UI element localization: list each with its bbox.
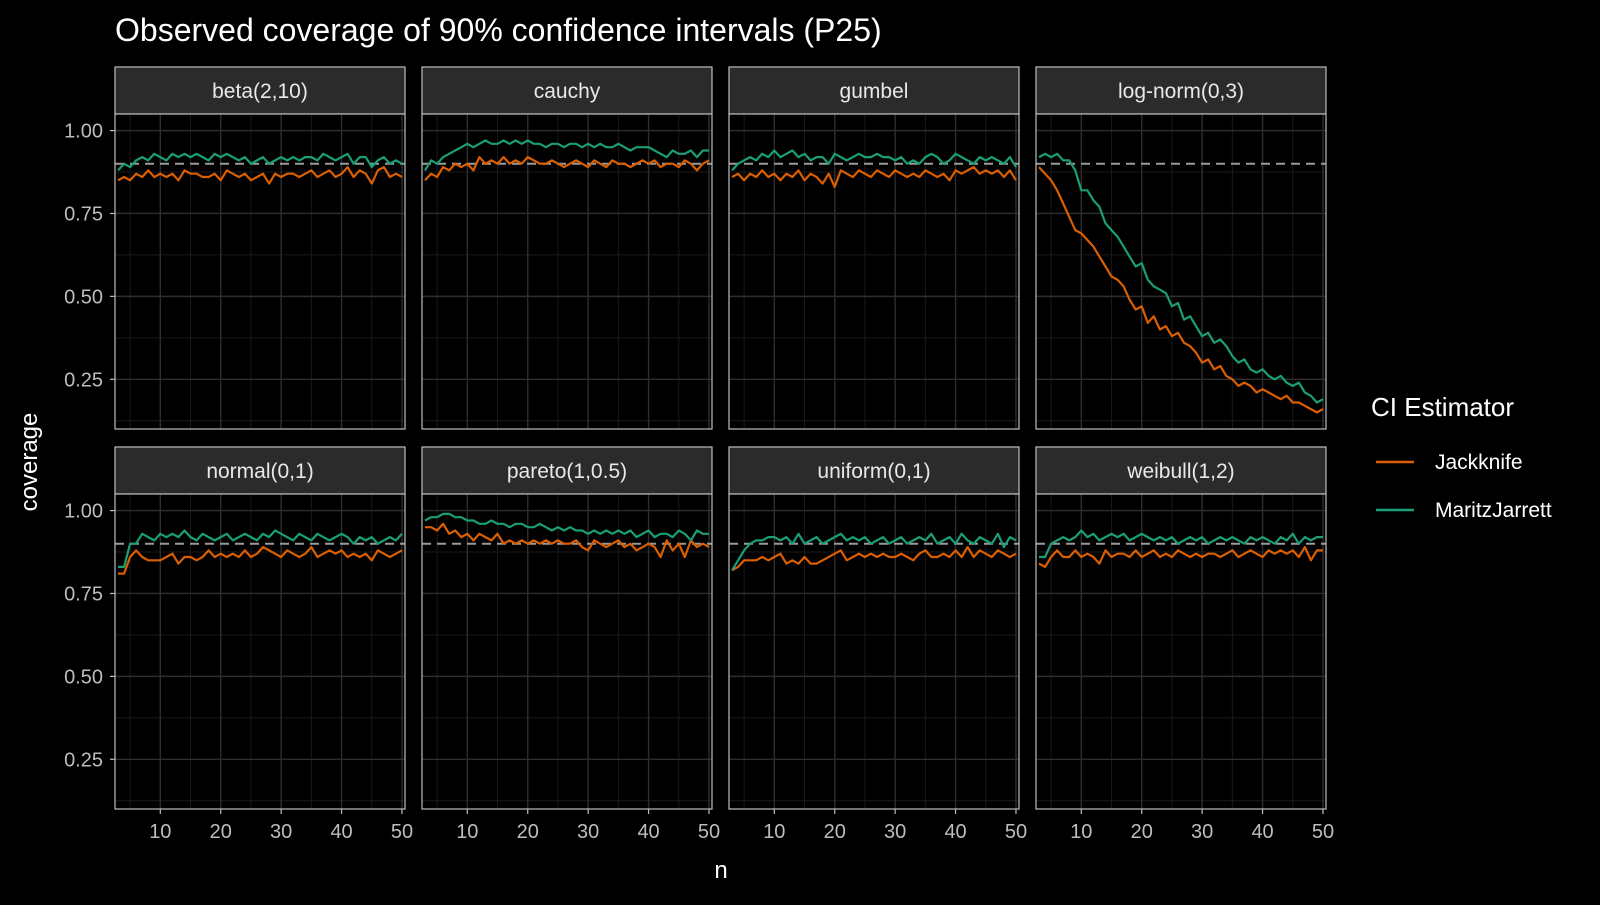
series-line-jackknife [1038,166,1324,414]
facet-panel: normal(0,1) 1.00 0.75 0.50 0.25 10 20 30 40 50 [64,446,413,843]
panel-plot-area [115,494,405,809]
y-tick-label: 0.75 [64,203,103,225]
series-line-jackknife [425,522,710,559]
facet-panel: pareto(1,0.5) 10 20 30 40 50 [421,446,720,843]
series-line-jackknife [1038,545,1323,569]
facet-strip-label: normal(0,1) [206,460,313,483]
panel-border [114,113,406,430]
facet-panel: log-norm(0,3) [1035,66,1327,430]
x-axis-label: n [714,857,727,884]
facet-strip [421,446,713,495]
panel-plot-area [115,114,405,429]
x-tick-label: 10 [149,821,171,843]
series-line-maritzjarrett [731,149,1017,172]
x-tick-label: 20 [517,821,539,843]
facet-strip [728,446,1020,495]
panel-border [421,493,713,810]
series-line-maritzjarrett [731,532,1017,571]
legend-label-maritzjarrett: MaritzJarrett [1435,499,1552,522]
panel-plot-area [729,494,1019,809]
panel-border [1035,113,1327,430]
x-tick-label: 50 [391,821,413,843]
x-tick-label: 40 [1251,821,1273,843]
facet-strip [728,66,1020,115]
x-tick-label: 20 [824,821,846,843]
legend: CI Estimator Jackknife MaritzJarrett [1371,392,1552,522]
x-tick-label: 10 [1070,821,1092,843]
series-line-maritzjarrett [118,529,403,569]
facet-strip-label: weibull(1,2) [1126,460,1234,483]
series-line-maritzjarrett [1038,152,1324,404]
x-tick-label: 40 [944,821,966,843]
legend-items: Jackknife MaritzJarrett [1376,451,1552,522]
legend-title: CI Estimator [1371,392,1514,422]
series-line-jackknife [424,156,710,182]
x-tick-label: 20 [1131,821,1153,843]
panel-plot-area [1036,114,1326,429]
panel-border [114,493,406,810]
facet-panel: beta(2,10) 1.00 0.75 0.50 0.25 [64,66,406,430]
x-tick-label: 20 [210,821,232,843]
series-line-maritzjarrett [1039,529,1323,559]
y-tick-label: 0.75 [64,583,103,605]
x-tick-label: 10 [456,821,478,843]
legend-label-jackknife: Jackknife [1435,451,1523,474]
facet-strip-label: uniform(0,1) [817,460,930,483]
panel-border [728,493,1020,810]
series-line-maritzjarrett [117,152,403,172]
facet-panel: gumbel [728,66,1020,430]
y-tick-label: 0.50 [64,666,103,688]
facet-panel: uniform(0,1) 10 20 30 40 50 [728,446,1027,843]
y-tick-label: 0.50 [64,286,103,308]
y-tick-label: 0.25 [64,749,103,771]
series-line-maritzjarrett [424,512,709,542]
panel-border [421,113,713,430]
facet-strip [421,66,713,115]
y-tick-label: 1.00 [64,501,103,523]
y-axis-label: coverage [16,413,43,512]
facet-strip-label: pareto(1,0.5) [507,460,627,483]
panel-plot-area [422,494,712,809]
facet-strip-label: gumbel [840,80,909,103]
facet-strip [114,66,406,115]
x-tick-label: 30 [270,821,292,843]
y-tick-label: 1.00 [64,121,103,143]
series-line-maritzjarrett [424,139,709,171]
panel-plot-area [422,114,712,429]
series-line-jackknife [117,166,403,185]
chart-title: Observed coverage of 90% confidence inte… [115,12,882,48]
panel-plot-area [729,114,1019,429]
x-tick-label: 50 [1312,821,1334,843]
facet-strip-label: beta(2,10) [212,80,308,103]
x-tick-label: 50 [1005,821,1027,843]
x-tick-label: 40 [637,821,659,843]
panel-border [728,113,1020,430]
x-tick-label: 40 [330,821,352,843]
facet-strip-label: cauchy [534,80,601,103]
facet-panel: weibull(1,2) 10 20 30 40 50 [1035,446,1334,843]
series-line-jackknife [731,545,1017,572]
series-line-jackknife [118,545,403,575]
x-tick-label: 30 [884,821,906,843]
x-tick-label: 50 [698,821,720,843]
x-tick-label: 10 [763,821,785,843]
x-tick-label: 30 [1191,821,1213,843]
panel-border [1035,493,1327,810]
panel-plot-area [1036,494,1326,809]
series-line-jackknife [731,166,1017,188]
facet-panels: beta(2,10) 1.00 0.75 0.50 0.25 cauchy gumbel lo… [64,66,1334,843]
facet-strip [1035,66,1327,115]
x-tick-label: 30 [577,821,599,843]
facet-panel: cauchy [421,66,713,430]
facet-strip-label: log-norm(0,3) [1118,80,1244,103]
y-tick-label: 0.25 [64,369,103,391]
